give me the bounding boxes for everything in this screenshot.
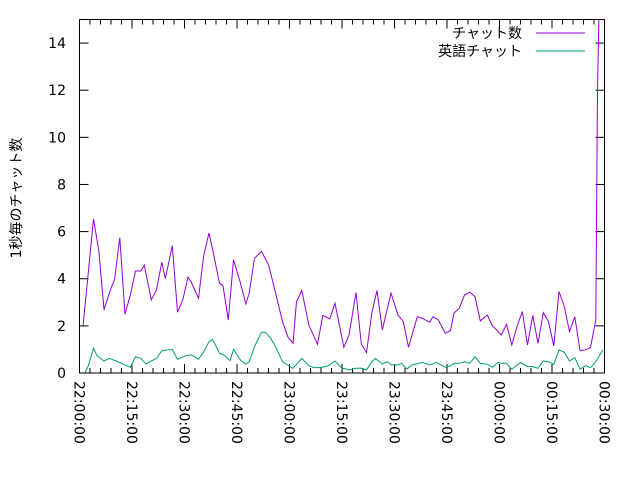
x-tick-label: 00:00:00 [491,381,507,444]
x-tick-label: 23:15:00 [333,381,349,444]
x-tick-label: 00:15:00 [543,381,559,444]
y-tick-label: 8 [57,177,66,193]
x-tick-label: 23:00:00 [281,381,297,444]
y-tick-label: 2 [57,319,66,335]
x-tick-labels: 22:00:00 22:15:00 22:30:00 22:45:00 23:00:00… [71,381,612,444]
y-tick-label: 6 [57,225,66,241]
y-tick-label: 14 [48,36,66,52]
series-line-0 [82,19,600,355]
x-tick-label: 22:00:00 [71,381,87,444]
x-tick-label: 22:45:00 [228,381,244,444]
x-tick-label: 22:15:00 [123,381,139,444]
x-tick-label: 23:30:00 [386,381,402,444]
axis-ticks [79,19,605,374]
plot-border [79,19,605,374]
y-tick-label: 0 [57,366,66,382]
y-tick-label: 12 [48,83,66,99]
y-tick-labels: 0 2 4 6 8 10 12 14 [48,36,66,382]
series-line-1 [84,331,604,373]
x-tick-label: 23:45:00 [438,381,454,444]
x-tick-label: 22:30:00 [176,381,192,444]
y-tick-label: 10 [48,130,66,146]
series-lines [82,19,604,373]
x-tick-label: 00:30:00 [596,381,612,444]
y-tick-label: 4 [57,272,66,288]
legend-label: チャット数 [452,26,522,42]
y-axis-label: 1秒毎のチャット数 [9,138,25,259]
legend-label: 英語チャット [438,43,522,60]
